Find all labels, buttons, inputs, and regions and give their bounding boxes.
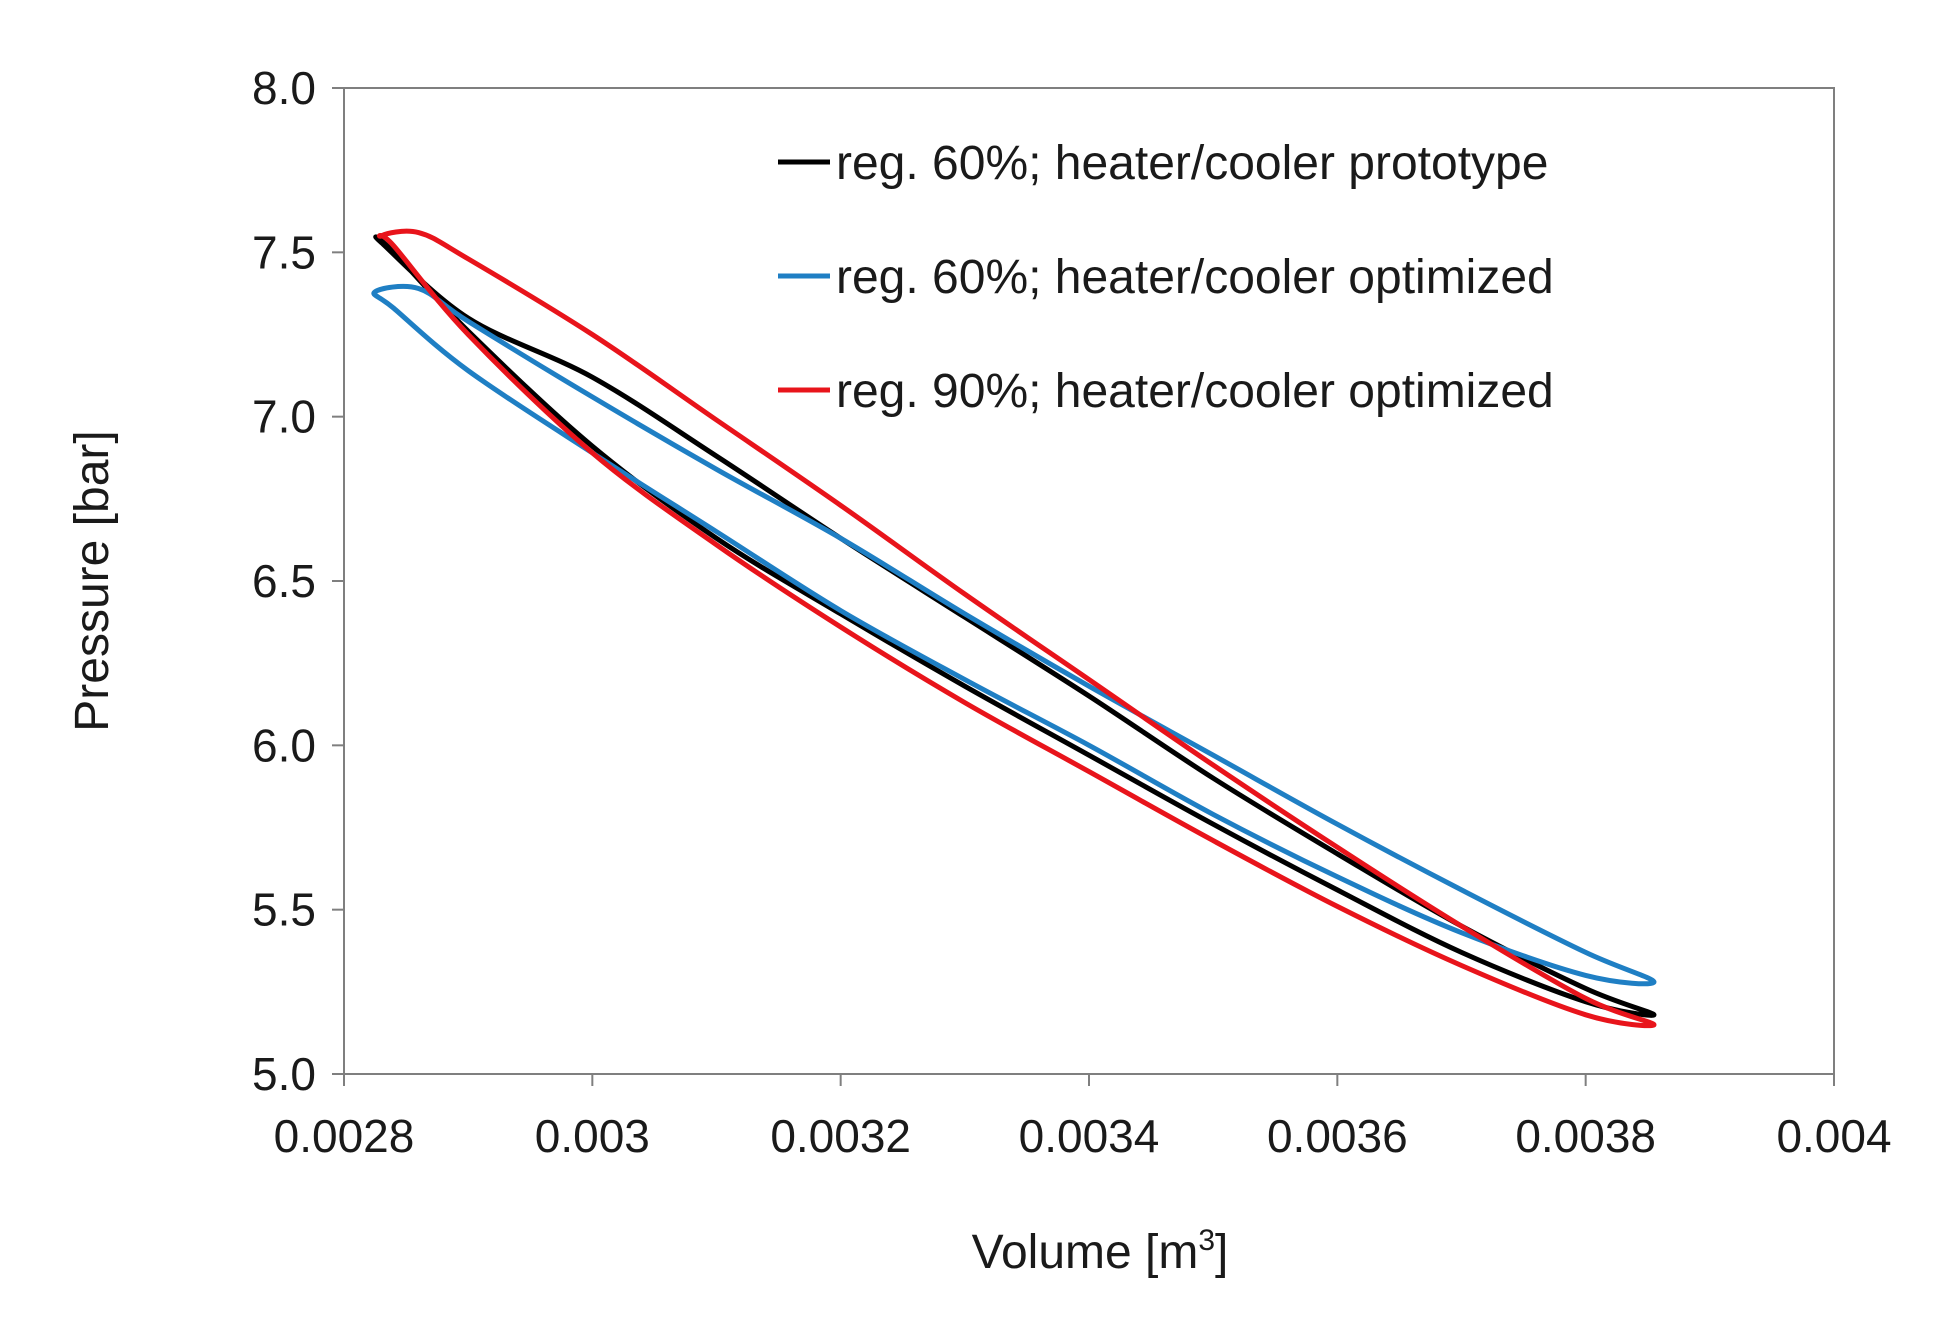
y-tick-label: 7.5	[252, 226, 316, 278]
y-tick-label: 6.5	[252, 555, 316, 607]
x-tick-label: 0.0038	[1515, 1110, 1656, 1162]
series-line-optimized-90	[376, 228, 1657, 1029]
legend-label: reg. 60%; heater/cooler optimized	[836, 251, 1554, 304]
legend-label: reg. 90%; heater/cooler optimized	[836, 365, 1554, 418]
y-tick-label: 8.0	[252, 62, 316, 114]
x-axis-title-suffix: ]	[1215, 1226, 1228, 1279]
legend-label: reg. 60%; heater/cooler prototype	[836, 137, 1548, 190]
y-axis: 5.0 5.5 6.0 6.5 7.0 7.5 8.0	[252, 62, 344, 1100]
series-layer	[371, 228, 1657, 1029]
x-axis-title: Volume [m3]	[972, 1224, 1229, 1279]
x-axis: 0.0028 0.003 0.0032 0.0034 0.0036 0.0038 0.004	[274, 1074, 1892, 1162]
x-axis-title-main: Volume [m	[972, 1226, 1199, 1279]
y-tick-label: 5.0	[252, 1048, 316, 1100]
y-axis-title: Pressure [bar]	[66, 430, 119, 731]
y-tick-label: 5.5	[252, 884, 316, 936]
x-tick-label: 0.0034	[1019, 1110, 1160, 1162]
y-tick-label: 7.0	[252, 391, 316, 443]
series-line-optimized-60	[371, 283, 1657, 987]
x-tick-label: 0.003	[535, 1110, 650, 1162]
x-tick-label: 0.0028	[274, 1110, 415, 1162]
legend: reg. 60%; heater/cooler prototype reg. 60…	[778, 137, 1554, 418]
x-tick-label: 0.004	[1776, 1110, 1891, 1162]
x-axis-title-superscript: 3	[1198, 1224, 1215, 1257]
x-tick-label: 0.0032	[770, 1110, 911, 1162]
y-tick-label: 6.0	[252, 719, 316, 771]
x-tick-label: 0.0036	[1267, 1110, 1408, 1162]
plot-area	[343, 87, 1835, 1075]
